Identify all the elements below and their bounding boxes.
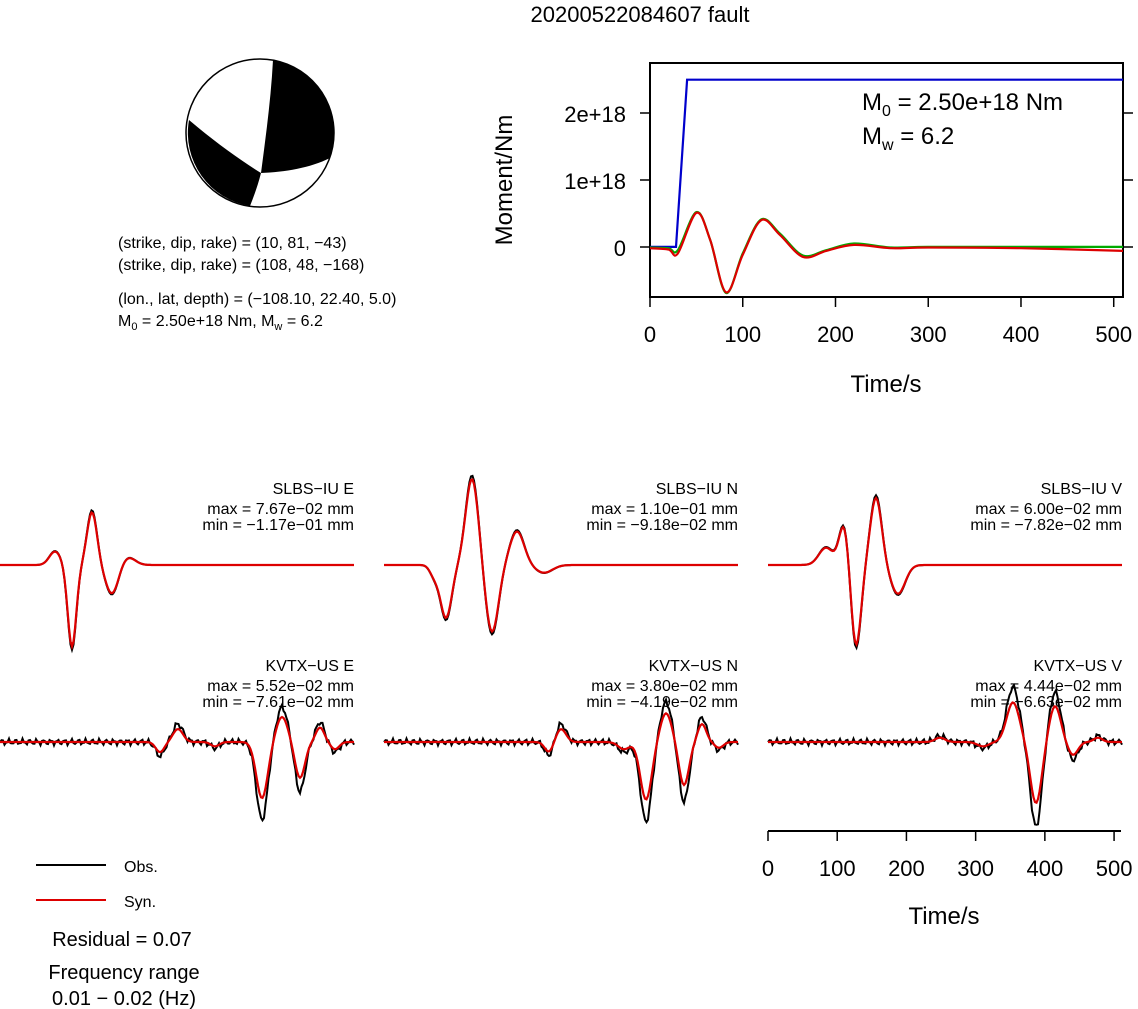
max-amplitude: max = 7.67e−02 mm [207,501,354,518]
max-amplitude: max = 6.00e−02 mm [975,501,1122,518]
legend-obs-label: Obs. [124,859,158,876]
synthetic-trace-6 [768,701,1122,805]
moment-m0-annotation: M0 = 2.50e+18 Nm [862,89,1063,120]
moment-mw-annotation: Mw = 6.2 [862,123,954,154]
waveform-panel-5: KVTX−US N max = 3.80e−02 mm min = −4.19e… [586,658,738,711]
nodal-plane-2: (strike, dip, rake) = (108, 48, −168) [118,257,364,274]
waveform-panel-1: SLBS−IU E max = 7.67e−02 mm min = −1.17e… [202,481,354,534]
wave-xtick-label: 200 [888,856,925,881]
magnitude-summary: M0 = 2.50e+18 Nm, Mw = 6.2 [118,313,323,333]
waveform-panel-2: SLBS−IU N max = 1.10e−01 mm min = −9.18e… [586,481,738,534]
waveform-time-axis: 0 100 200 300 400 500 Time/s [762,830,1133,930]
wave-xtick-label: 500 [1096,856,1133,881]
min-amplitude: min = −7.61e−02 mm [202,694,354,711]
waveform-traces [0,474,1123,826]
wave-xtick-label: 100 [819,856,856,881]
max-amplitude: max = 5.52e−02 mm [207,678,354,695]
min-amplitude: min = −1.17e−01 mm [202,517,354,534]
waveform-panel-3: SLBS−IU V max = 6.00e−02 mm min = −7.82e… [970,481,1122,534]
observed-trace-5 [383,696,739,825]
synthetic-trace-5 [384,712,738,801]
station-label: KVTX−US N [649,658,738,675]
moment-plot: 0 1e+18 2e+18 0 100 200 300 400 500 Moment/Nm… [491,62,1133,398]
max-amplitude: max = 4.44e−02 mm [975,678,1122,695]
min-amplitude: min = −6.63e−02 mm [970,694,1122,711]
max-amplitude: max = 1.10e−01 mm [591,501,738,518]
max-amplitude: max = 3.80e−02 mm [591,678,738,695]
observed-trace-2 [384,474,738,637]
observed-trace-4 [0,701,355,823]
synthetic-trace-4 [0,715,354,800]
waveform-xlabel: Time/s [908,903,979,930]
min-amplitude: min = −9.18e−02 mm [586,517,738,534]
station-label: KVTX−US E [266,658,354,675]
moment-ytick-2: 2e+18 [564,102,626,127]
synthetic-trace-3 [768,496,1122,648]
moment-rate-red-line [649,211,1124,294]
moment-xlabel: Time/s [850,371,921,398]
moment-ylabel: Moment/Nm [491,115,518,246]
wave-xtick-label: 0 [762,856,774,881]
frequency-range-value: 0.01 − 0.02 (Hz) [52,988,196,1009]
synthetic-trace-1 [0,510,354,651]
moment-xtick-label: 0 [644,322,656,347]
wave-xtick-label: 300 [957,856,994,881]
wave-xtick-label: 400 [1027,856,1064,881]
moment-ytick-1: 1e+18 [564,169,626,194]
min-amplitude: min = −4.19e−02 mm [586,694,738,711]
residual-text: Residual = 0.07 [52,929,192,951]
hypocenter-location: (lon., lat, depth) = (−108.10, 22.40, 5.… [118,291,396,308]
moment-xtick-label: 200 [817,322,854,347]
station-label: SLBS−IU N [656,481,738,498]
synthetic-trace-2 [384,478,738,634]
moment-xtick-label: 100 [724,322,761,347]
legend-syn-label: Syn. [124,894,156,911]
moment-xtick-label: 500 [1095,322,1132,347]
frequency-range-label: Frequency range [48,962,199,984]
station-label: SLBS−IU E [273,481,354,498]
legend: Obs. Syn. [36,859,158,911]
min-amplitude: min = −7.82e−02 mm [970,517,1122,534]
waveform-panel-4: KVTX−US E max = 5.52e−02 mm min = −7.61e… [202,658,354,711]
moment-ytick-0: 0 [614,236,626,261]
waveform-panel-6: KVTX−US V max = 4.44e−02 mm min = −6.63e… [970,658,1122,711]
station-label: SLBS−IU V [1041,481,1123,498]
nodal-plane-1: (strike, dip, rake) = (10, 81, −43) [118,235,347,252]
moment-xtick-label: 400 [1003,322,1040,347]
figure-title: 20200522084607 fault [531,2,750,27]
moment-xtick-label: 300 [910,322,947,347]
station-label: KVTX−US V [1034,658,1123,675]
focal-mechanism-beachball [185,58,335,208]
